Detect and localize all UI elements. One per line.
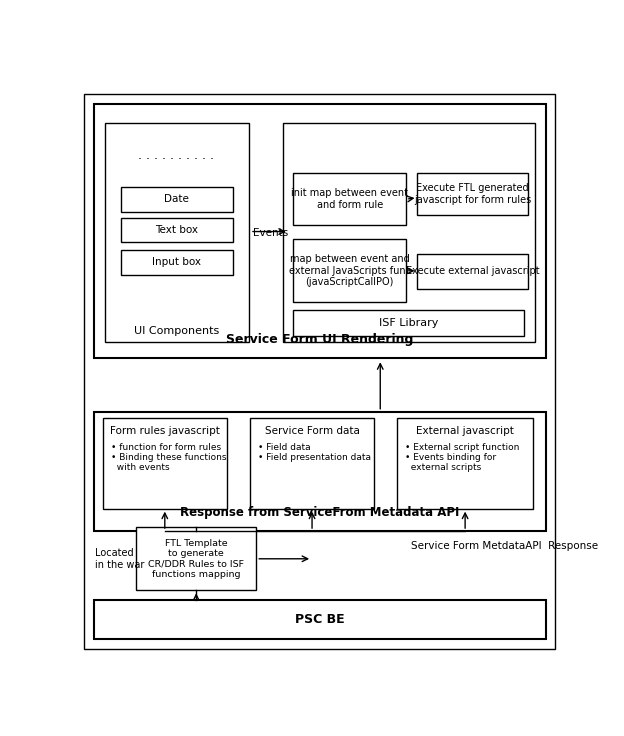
Bar [293,239,406,302]
Bar [293,173,406,225]
Text: Events: Events [253,227,288,238]
Text: Service Form UI Rendering: Service Form UI Rendering [226,333,414,345]
Bar [120,218,233,242]
Text: Service Form MetdataAPI  Response: Service Form MetdataAPI Response [411,542,598,551]
Bar [94,104,546,358]
Bar [250,418,374,509]
Text: Service Form data: Service Form data [265,425,359,436]
Bar [283,123,535,342]
Bar [105,123,248,342]
Text: • function for form rules
• Binding these functions
  with events: • function for form rules • Binding thes… [110,442,226,473]
Text: FTL Template
to generate
CR/DDR Rules to ISF
functions mapping: FTL Template to generate CR/DDR Rules to… [148,539,244,579]
Bar [120,250,233,275]
Text: Input box: Input box [152,258,202,267]
Text: • Field data
• Field presentation data: • Field data • Field presentation data [258,442,371,462]
Bar [417,254,527,289]
Text: Execute external javascript: Execute external javascript [406,266,539,276]
Text: Date: Date [164,194,189,204]
Text: Located
in the war: Located in the war [95,548,144,570]
Text: Execute FTL generated
javascript for form rules: Execute FTL generated javascript for for… [414,183,531,205]
Text: Text box: Text box [155,225,198,235]
Text: UI Components: UI Components [134,326,219,336]
Text: ISF Library: ISF Library [379,318,439,328]
Bar [120,187,233,211]
Text: map between event and
external JavaScripts func
(javaScriptCallPO): map between event and external JavaScrip… [289,254,411,288]
Text: • External script function
• Events binding for
  external scripts: • External script function • Events bind… [405,442,519,473]
Bar [103,418,227,509]
Bar [94,411,546,531]
Bar [94,601,546,639]
Bar [136,527,256,590]
Text: Response from ServiceFrom Metadata API: Response from ServiceFrom Metadata API [180,506,459,519]
Bar [293,310,524,336]
Text: External javascript: External javascript [416,425,514,436]
Text: Form rules javascript: Form rules javascript [110,425,220,436]
Text: init map between event
and form rule: init map between event and form rule [291,188,408,210]
Bar [417,173,527,216]
Bar [397,418,533,509]
Text: · · · · · · · · · ·: · · · · · · · · · · [139,153,215,166]
Text: PSC BE: PSC BE [295,613,344,626]
